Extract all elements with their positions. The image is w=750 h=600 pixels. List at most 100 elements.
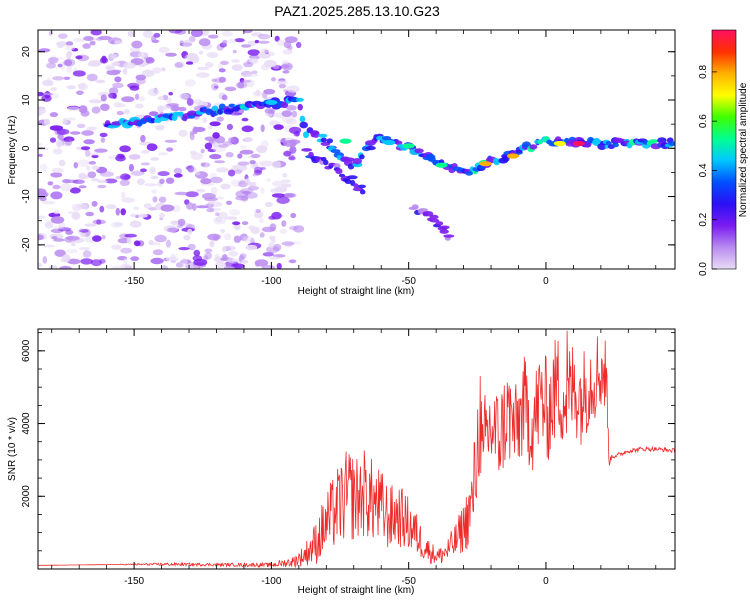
heatmap-noise-blob [211,78,217,83]
heatmap-noise-blob [283,40,292,49]
heatmap-noise-blob [47,57,59,64]
heatmap-noise-blob [91,178,100,182]
heatmap-noise-blob [51,167,64,173]
heatmap-noise-blob [250,226,260,235]
heatmap-noise-blob [80,146,91,151]
heatmap-noise-blob [154,124,165,131]
heatmap-noise-blob [210,186,218,195]
heatmap-noise-blob [200,162,211,168]
heatmap-main-track [395,140,403,146]
heatmap-noise-blob [130,256,140,262]
heatmap-main-track [312,130,320,138]
heatmap-noise-blob [75,55,83,60]
spectrogram-heatmap [38,30,675,269]
heatmap-noise-blob [253,166,263,174]
heatmap-noise-blob [117,238,130,244]
heatmap-noise-blob [208,200,215,205]
heatmap-noise-blob [82,43,91,49]
heatmap-noise-blob [154,234,167,243]
heatmap-noise-blob [254,259,269,267]
snr-xlabel: Height of straight line (km) [298,585,415,596]
heatmap-main-track [465,171,474,176]
colorbar-ticks: 0.0 0.2 0.4 0.6 0.8 [698,64,717,276]
heatmap-noise-blob [165,52,177,57]
heatmap-main-track [320,137,327,143]
heatmap-noise-blob [225,151,234,158]
heatmap-noise-blob [282,70,290,74]
heatmap-main-track [537,139,543,145]
heatmap-noise-blob [280,179,291,184]
heatmap-noise-blob [271,160,282,169]
heatmap-noise-blob [104,178,118,184]
x-tick-label: -150 [124,276,144,287]
heatmap-noise-blob [57,63,63,68]
heatmap-noise-blob [247,49,260,56]
heatmap-noise-blob [218,68,226,73]
colorbar-tick-label: 0.0 [698,262,709,276]
heatmap-noise-blob [193,249,201,257]
heatmap-hot-spot [479,161,492,167]
heatmap-noise-blob [288,156,296,161]
heatmap-noise-blob [245,73,259,77]
heatmap-noise-blob [120,208,126,216]
heatmap-noise-blob [270,188,280,193]
heatmap-noise-blob [200,178,212,185]
heatmap-noise-blob [189,132,195,141]
heatmap-noise-blob [279,228,288,234]
heatmap-noise-blob [202,117,208,123]
heatmap-noise-blob [178,92,189,100]
heatmap-noise-blob [259,217,264,224]
colorbar-tick-label: 0.8 [698,64,709,78]
heatmap-noise-blob [115,155,126,162]
heatmap-noise-blob [72,70,86,77]
heatmap-main-track [295,97,304,102]
heatmap-noise-blob [252,173,259,177]
heatmap-noise-blob [121,96,135,103]
heatmap-main-track [605,141,612,146]
heatmap-noise-blob [91,165,100,170]
heatmap-noise-blob [214,85,219,89]
heatmap-noise-blob [80,232,86,237]
snr-series-line [38,330,675,569]
heatmap-noise-blob [237,161,250,166]
heatmap-noise-blob [256,145,268,154]
heatmap-noise-blob [204,248,213,253]
heatmap-noise-blob [224,216,238,220]
heatmap-noise-blob [271,211,282,220]
heatmap-noise-blob [41,94,52,102]
heatmap-main-track [153,118,162,123]
heatmap-noise-blob [174,62,184,68]
heatmap-noise-blob [185,61,194,65]
heatmap-noise-blob [127,31,134,37]
heatmap-noise-blob [271,193,285,198]
heatmap-noise-blob [228,250,239,257]
heatmap-noise-blob [160,204,175,212]
heatmap-main-track [657,137,667,144]
colorbar-bar [711,29,737,270]
heatmap-noise-blob [221,94,228,101]
heatmap-noise-blob [235,81,248,89]
colorbar: 0.0 0.2 0.4 0.6 0.8 Normalized spectral ampl… [698,29,749,276]
heatmap-noise-blob [204,142,213,150]
heatmap-noise-blob [281,241,295,246]
heatmap-noise-blob [172,204,181,213]
heatmap-noise-blob [99,205,105,213]
x-tick-label: -100 [261,576,281,587]
heatmap-noise-blob [128,154,141,160]
heatmap-noise-blob [110,69,122,74]
heatmap-noise-blob [293,225,305,233]
heatmap-noise-blob [73,37,87,43]
heatmap-noise-blob [264,108,276,114]
heatmap-main-track [205,108,212,116]
heatmap-main-track [211,105,219,112]
heatmap-noise-blob [296,41,302,49]
heatmap-noise-blob [66,65,73,74]
heatmap-noise-blob [240,44,252,48]
heatmap-noise-blob [165,256,179,262]
y-tick-label: 10 [21,94,32,106]
heatmap-noise-blob [276,196,290,204]
heatmap-noise-blob [129,220,142,228]
heatmap-noise-blob [78,246,91,251]
heatmap-noise-blob [166,97,172,105]
heatmap-noise-blob [92,235,102,242]
